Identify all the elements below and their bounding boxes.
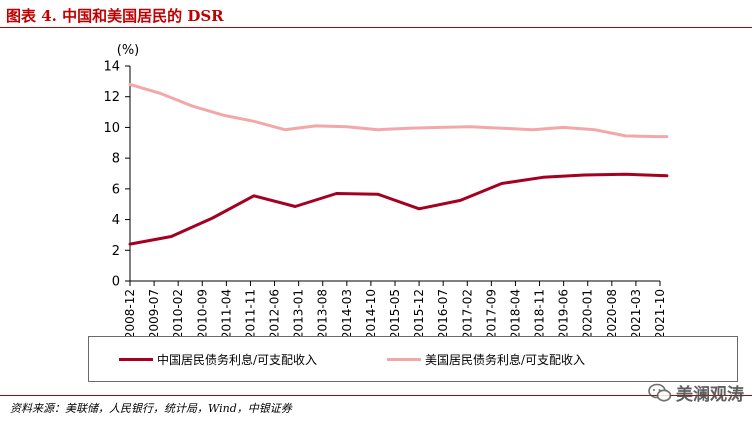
y-tick-label: 6 xyxy=(112,182,120,197)
data-point-china xyxy=(376,193,379,196)
data-point-us xyxy=(655,135,658,138)
x-tick-label: 2020-01 xyxy=(581,289,595,336)
legend-item-us: 美国居民债务利息/可支配收入 xyxy=(387,350,585,368)
wechat-icon xyxy=(648,383,672,401)
x-tick-label: 2013-01 xyxy=(292,289,306,336)
data-point-china xyxy=(252,194,256,197)
data-point-us xyxy=(159,92,163,95)
figure-title: 图表 4. 中国和美国居民的 DSR xyxy=(6,7,224,25)
data-point-china xyxy=(665,174,669,177)
data-point-china xyxy=(211,216,214,220)
x-tick-label: 2010-02 xyxy=(171,289,185,336)
data-point-us xyxy=(221,113,225,117)
data-point-us xyxy=(665,135,669,138)
y-tick-label: 12 xyxy=(103,90,120,105)
series-line-china xyxy=(128,172,669,246)
watermark-text: 美澜观涛 xyxy=(676,385,744,405)
data-point-china xyxy=(624,173,627,176)
x-tick-label: 2009-07 xyxy=(147,289,161,336)
title-rule xyxy=(0,27,752,28)
data-point-us xyxy=(438,126,441,129)
x-tick-label: 2016-07 xyxy=(436,289,450,336)
watermark: 美澜观涛 xyxy=(648,380,744,405)
data-point-us xyxy=(190,104,194,108)
data-point-us xyxy=(469,125,472,128)
data-point-us xyxy=(376,128,379,131)
x-tick-label: 2014-03 xyxy=(340,289,354,336)
data-point-us xyxy=(593,128,596,131)
legend-label-us: 美国居民债务利息/可支配收入 xyxy=(425,352,586,367)
data-point-china xyxy=(459,199,462,202)
x-tick-label: 2011-11 xyxy=(243,289,257,336)
data-point-us xyxy=(314,124,317,128)
x-tick-label: 2010-09 xyxy=(195,289,209,336)
y-tick-label: 8 xyxy=(112,152,120,167)
x-tick-label: 2015-12 xyxy=(412,289,426,336)
x-tick-label: 2020-08 xyxy=(605,289,619,336)
data-point-us xyxy=(500,127,503,130)
x-tick-label: 2012-06 xyxy=(268,289,282,336)
x-tick-label: 2008-12 xyxy=(123,289,137,336)
title-bar: 图表 4. 中国和美国居民的 DSR xyxy=(0,0,752,30)
x-tick-label: 2017-02 xyxy=(460,289,474,336)
data-point-china xyxy=(170,235,173,238)
legend-swatch-us xyxy=(387,357,421,361)
legend: 中国居民债务利息/可支配收入 美国居民债务利息/可支配收入 xyxy=(88,336,738,382)
data-point-us xyxy=(407,127,410,130)
footer-rule xyxy=(0,395,752,396)
x-tick-label: 2015-05 xyxy=(388,289,402,336)
y-unit-label: (%) xyxy=(117,43,140,58)
data-point-us xyxy=(345,125,348,128)
series-line-us xyxy=(128,82,669,139)
source-note: 资料来源：美联储，人民银行，统计局，Wind，中银证券 xyxy=(10,402,292,415)
x-tick-label: 2014-10 xyxy=(364,289,378,336)
x-tick-label: 2013-08 xyxy=(316,289,330,336)
y-tick-label: 2 xyxy=(112,244,120,259)
data-point-us xyxy=(252,120,256,123)
x-tick-label: 2018-11 xyxy=(533,289,547,336)
data-point-us xyxy=(283,128,287,131)
legend-label-china: 中国居民债务利息/可支配收入 xyxy=(157,352,318,367)
data-point-china xyxy=(294,205,297,208)
x-tick-label: 2017-09 xyxy=(484,289,498,336)
legend-swatch-china xyxy=(119,357,153,361)
data-point-china xyxy=(128,242,132,246)
data-point-us xyxy=(562,126,565,129)
data-point-us xyxy=(128,83,132,86)
data-point-china xyxy=(335,192,338,195)
x-tick-label: 2021-03 xyxy=(629,289,643,336)
x-tick-label: 2011-04 xyxy=(219,289,233,336)
x-tick-label: 2019-06 xyxy=(557,289,571,336)
data-point-us xyxy=(624,134,627,138)
y-tick-label: 0 xyxy=(112,275,120,290)
y-tick-label: 14 xyxy=(103,60,120,75)
data-point-china xyxy=(541,176,545,179)
y-tick-label: 4 xyxy=(112,213,120,228)
line-chart: (%) 0 2 4 6 8 10 12 14 2008-12 2009-07 2010-02 2010-… xyxy=(103,43,669,336)
data-point-china xyxy=(500,182,503,185)
x-tick-label: 2018-04 xyxy=(508,289,522,336)
x-tick-label: 2021-10 xyxy=(653,289,667,336)
data-point-china xyxy=(583,173,586,177)
data-point-us xyxy=(531,128,534,131)
legend-item-china: 中国居民债务利息/可支配收入 xyxy=(119,350,317,368)
data-point-china xyxy=(417,207,421,210)
y-tick-label: 10 xyxy=(103,121,120,136)
